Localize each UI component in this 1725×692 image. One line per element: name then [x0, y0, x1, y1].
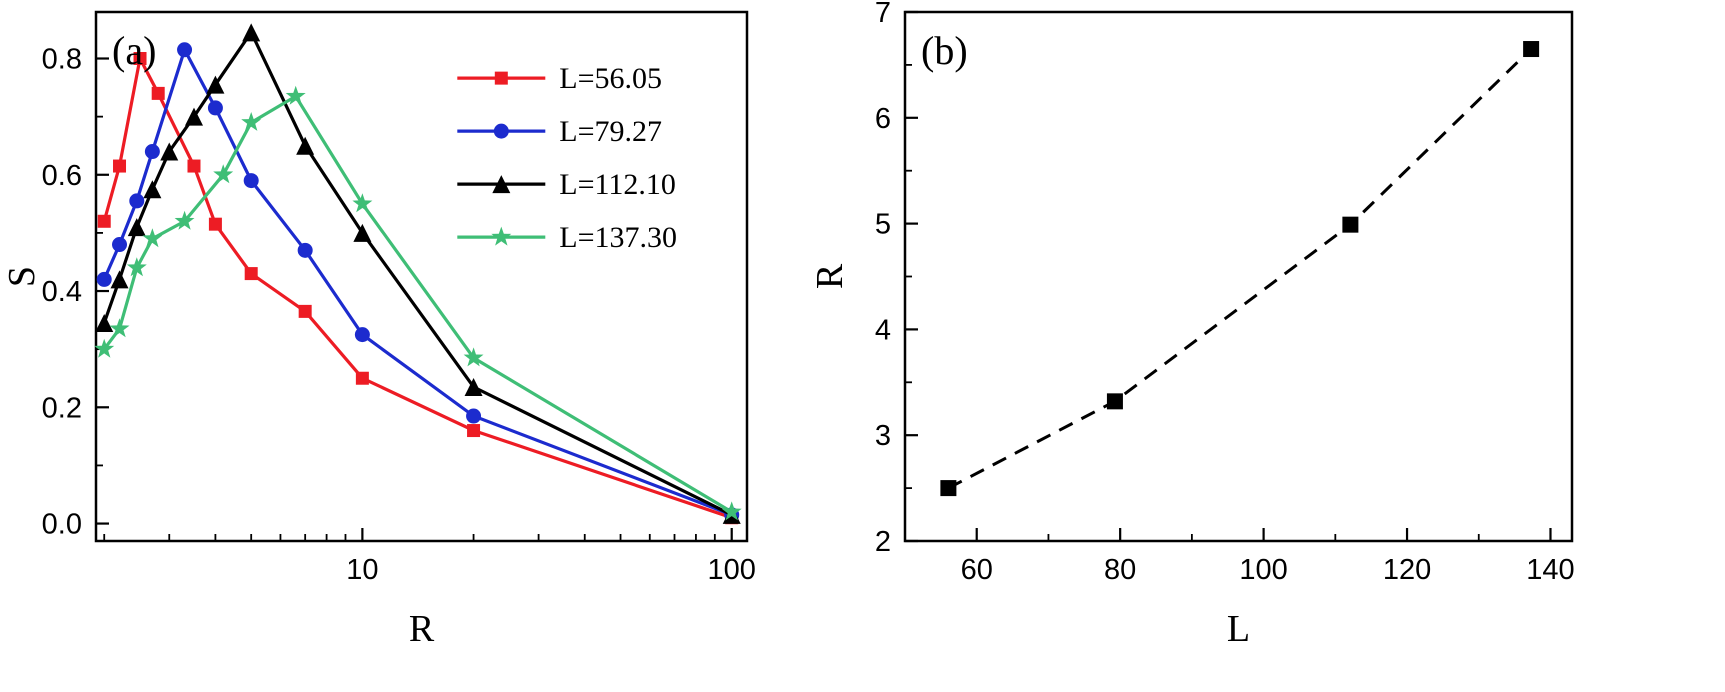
svg-text:7: 7	[875, 0, 891, 29]
svg-text:0.6: 0.6	[42, 160, 82, 192]
svg-text:L=56.05: L=56.05	[559, 62, 662, 95]
svg-text:0.8: 0.8	[42, 44, 82, 76]
svg-text:L=137.30: L=137.30	[559, 221, 677, 254]
svg-text:6: 6	[875, 103, 891, 135]
svg-text:5: 5	[875, 209, 891, 241]
svg-text:0.4: 0.4	[42, 276, 82, 308]
svg-text:3: 3	[875, 420, 891, 452]
svg-text:60: 60	[961, 554, 993, 586]
svg-text:0.0: 0.0	[42, 509, 82, 541]
svg-text:100: 100	[1239, 554, 1287, 586]
svg-text:R: R	[409, 608, 435, 650]
chart-panel-a: 10 100 0.0 0.2 0.4 0.6 0.8 R S (a) L=56.05 L=79.27 L…	[1, 10, 756, 650]
svg-text:L: L	[1227, 608, 1250, 650]
svg-text:10: 10	[346, 554, 378, 586]
svg-text:4: 4	[875, 314, 891, 346]
svg-text:(b): (b)	[921, 28, 968, 73]
svg-text:2: 2	[875, 526, 891, 558]
svg-text:140: 140	[1526, 554, 1574, 586]
svg-text:80: 80	[1104, 554, 1136, 586]
svg-text:L=112.10: L=112.10	[559, 168, 676, 201]
svg-text:(a): (a)	[112, 28, 156, 73]
chart-panel-b: 60 80 100 120 140 2 3 4 5 6 7 L R (b)	[810, 0, 1575, 650]
svg-text:120: 120	[1383, 554, 1431, 586]
svg-text:L=79.27: L=79.27	[559, 115, 662, 148]
svg-text:R: R	[810, 263, 851, 289]
svg-text:0.2: 0.2	[42, 392, 82, 424]
svg-text:S: S	[1, 266, 43, 287]
svg-text:100: 100	[708, 554, 756, 586]
